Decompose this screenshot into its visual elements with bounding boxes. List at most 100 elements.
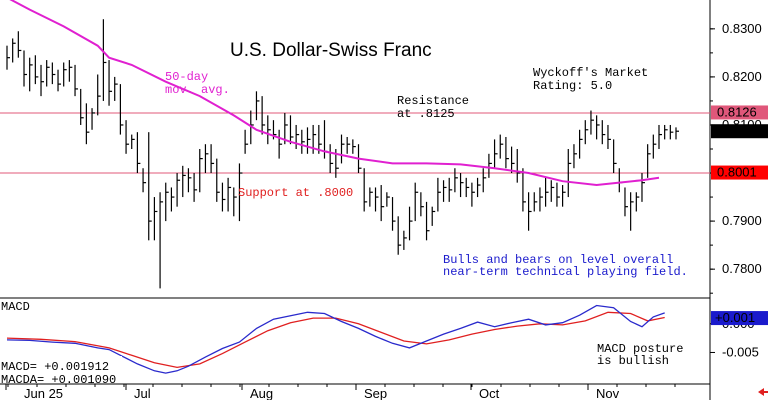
price-bar <box>652 134 657 159</box>
price-bar <box>590 110 594 135</box>
price-bar <box>119 84 124 135</box>
price-bar <box>193 173 198 202</box>
macd-panel: 0.000-0.005 MACD MACD= +0.001912 MACDA= … <box>0 300 768 388</box>
price-bar <box>431 206 436 226</box>
price-bar <box>607 124 611 149</box>
price-bar <box>114 76 118 101</box>
price-bar <box>630 192 634 231</box>
price-bar <box>488 153 492 178</box>
macd-signal-line <box>6 311 665 369</box>
price-bar <box>255 91 260 121</box>
price-bar <box>420 192 424 217</box>
price-bar <box>613 139 617 174</box>
price-bar <box>448 177 453 202</box>
price-badges: 0.8126 0.8087 0.8001 <box>711 104 768 180</box>
price-bar <box>363 168 368 212</box>
price-bar <box>641 173 645 202</box>
price-bar <box>329 144 334 174</box>
price-badge-label: 0.8001 <box>717 165 757 180</box>
price-badge-label: 0.8087 <box>717 123 757 138</box>
macd-title: MACD <box>1 300 30 314</box>
price-bar <box>391 197 396 231</box>
price-bar <box>465 177 470 198</box>
ma-label-line-2: mov. avg. <box>165 83 230 97</box>
x-tick-label: Jul <box>134 386 151 400</box>
annotation-line-1: Bulls and bears on level overall <box>443 253 673 267</box>
price-bar <box>340 134 345 164</box>
price-bar <box>278 129 283 159</box>
price-bar <box>250 110 254 145</box>
x-tick-label: Jun 25 <box>24 386 63 400</box>
price-bar <box>131 134 135 149</box>
price-bar <box>85 103 90 145</box>
price-bar <box>527 192 532 231</box>
price-bar <box>23 50 28 87</box>
price-bar <box>545 177 549 207</box>
price-bar <box>34 55 39 85</box>
price-bar <box>510 146 515 174</box>
price-bar <box>142 168 147 193</box>
macd-readout-box <box>0 356 122 388</box>
price-y-tick-label: 0.7900 <box>722 213 762 228</box>
price-bar <box>295 124 300 149</box>
rating-line-1: Wyckoff's Market <box>533 66 648 80</box>
price-bar <box>505 136 509 169</box>
price-bar <box>369 187 373 207</box>
price-bar <box>437 177 441 212</box>
price-bar <box>635 192 640 212</box>
macd-badges: +0.001 <box>711 310 768 326</box>
price-bar <box>346 136 351 154</box>
price-bar <box>386 192 390 207</box>
price-bar <box>601 120 606 145</box>
x-tick-label: Oct <box>479 386 500 400</box>
price-bar <box>97 74 101 116</box>
scroll-left-arrow-icon[interactable] <box>758 388 764 396</box>
price-bar <box>562 185 566 207</box>
macd-badge-label: +0.001 <box>715 310 755 325</box>
price-bar <box>159 192 164 289</box>
price-bar <box>471 182 475 207</box>
price-bar <box>573 144 577 169</box>
price-bar <box>29 57 33 92</box>
resistance-label-line-1: Resistance <box>397 94 469 108</box>
scroll-left-arrow-tail <box>764 391 768 393</box>
price-bar <box>516 149 521 183</box>
price-bar <box>556 182 560 207</box>
price-bar <box>210 144 215 174</box>
price-bar <box>550 180 555 202</box>
price-bar <box>403 230 407 250</box>
price-bar <box>267 115 271 145</box>
price-bar <box>414 182 419 222</box>
price-bar <box>6 45 10 70</box>
price-bar <box>476 177 481 198</box>
price-bar <box>261 96 266 135</box>
price-bar <box>238 163 243 222</box>
price-bars <box>6 19 679 289</box>
price-bar <box>199 149 203 193</box>
price-bar <box>12 38 16 63</box>
macd-y-tick-label: -0.005 <box>722 344 759 359</box>
price-bar <box>204 144 209 174</box>
x-tick-label: Sep <box>364 386 387 400</box>
price-bar <box>153 197 158 241</box>
price-bar <box>182 165 186 198</box>
price-bar <box>380 185 385 222</box>
price-badge <box>711 124 768 139</box>
price-bar <box>533 192 538 212</box>
price-bar <box>170 187 175 212</box>
price-bar <box>227 177 232 212</box>
price-bar <box>493 139 498 169</box>
price-bar <box>136 132 141 174</box>
price-bar <box>125 120 130 154</box>
x-tick-label: Aug <box>250 386 273 400</box>
price-bar <box>216 158 220 202</box>
price-bar <box>522 168 526 212</box>
price-bar <box>624 187 628 217</box>
moving-average-line <box>9 0 660 187</box>
price-bar <box>102 19 107 101</box>
price-bar <box>176 173 181 207</box>
price-bar <box>408 206 413 241</box>
price-bar <box>425 201 430 241</box>
